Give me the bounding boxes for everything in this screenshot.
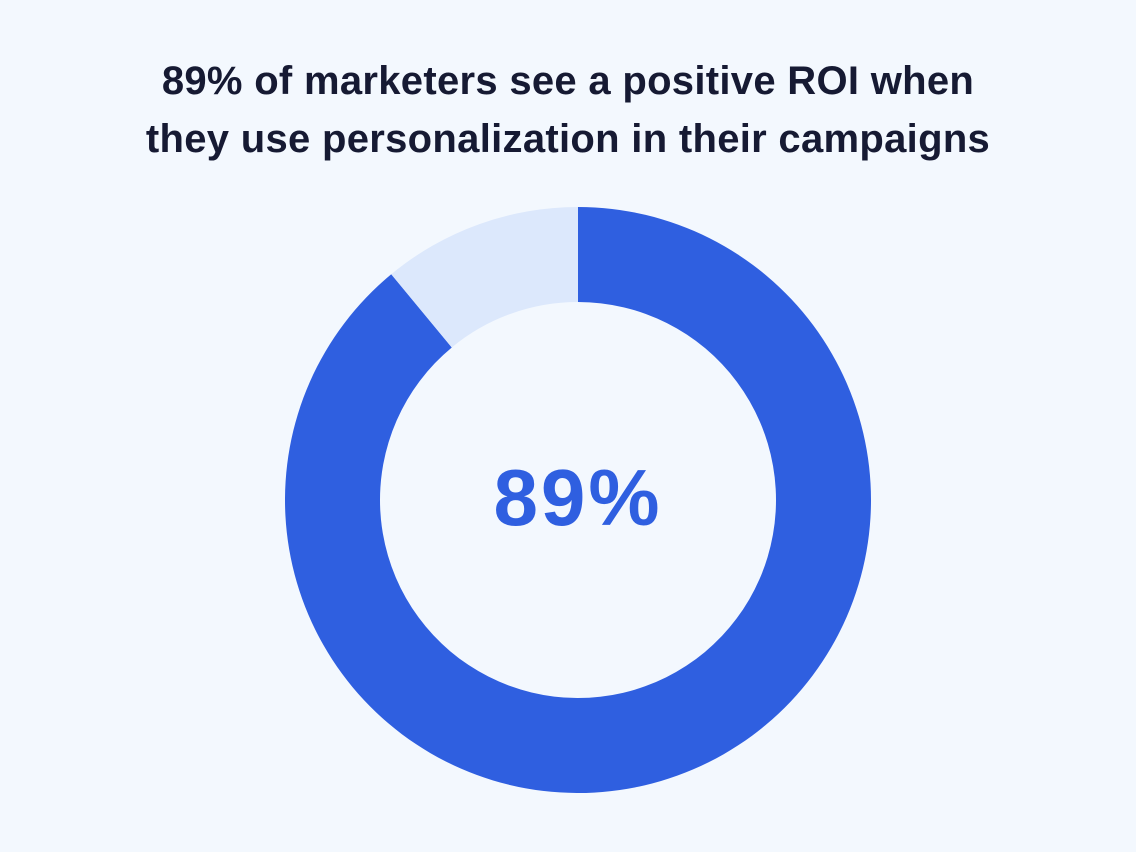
center-label: 89% [493, 453, 662, 542]
donut-segment [391, 207, 578, 348]
donut-segment [284, 207, 871, 793]
chart-title: 89% of marketers see a positive ROI when… [145, 59, 991, 161]
